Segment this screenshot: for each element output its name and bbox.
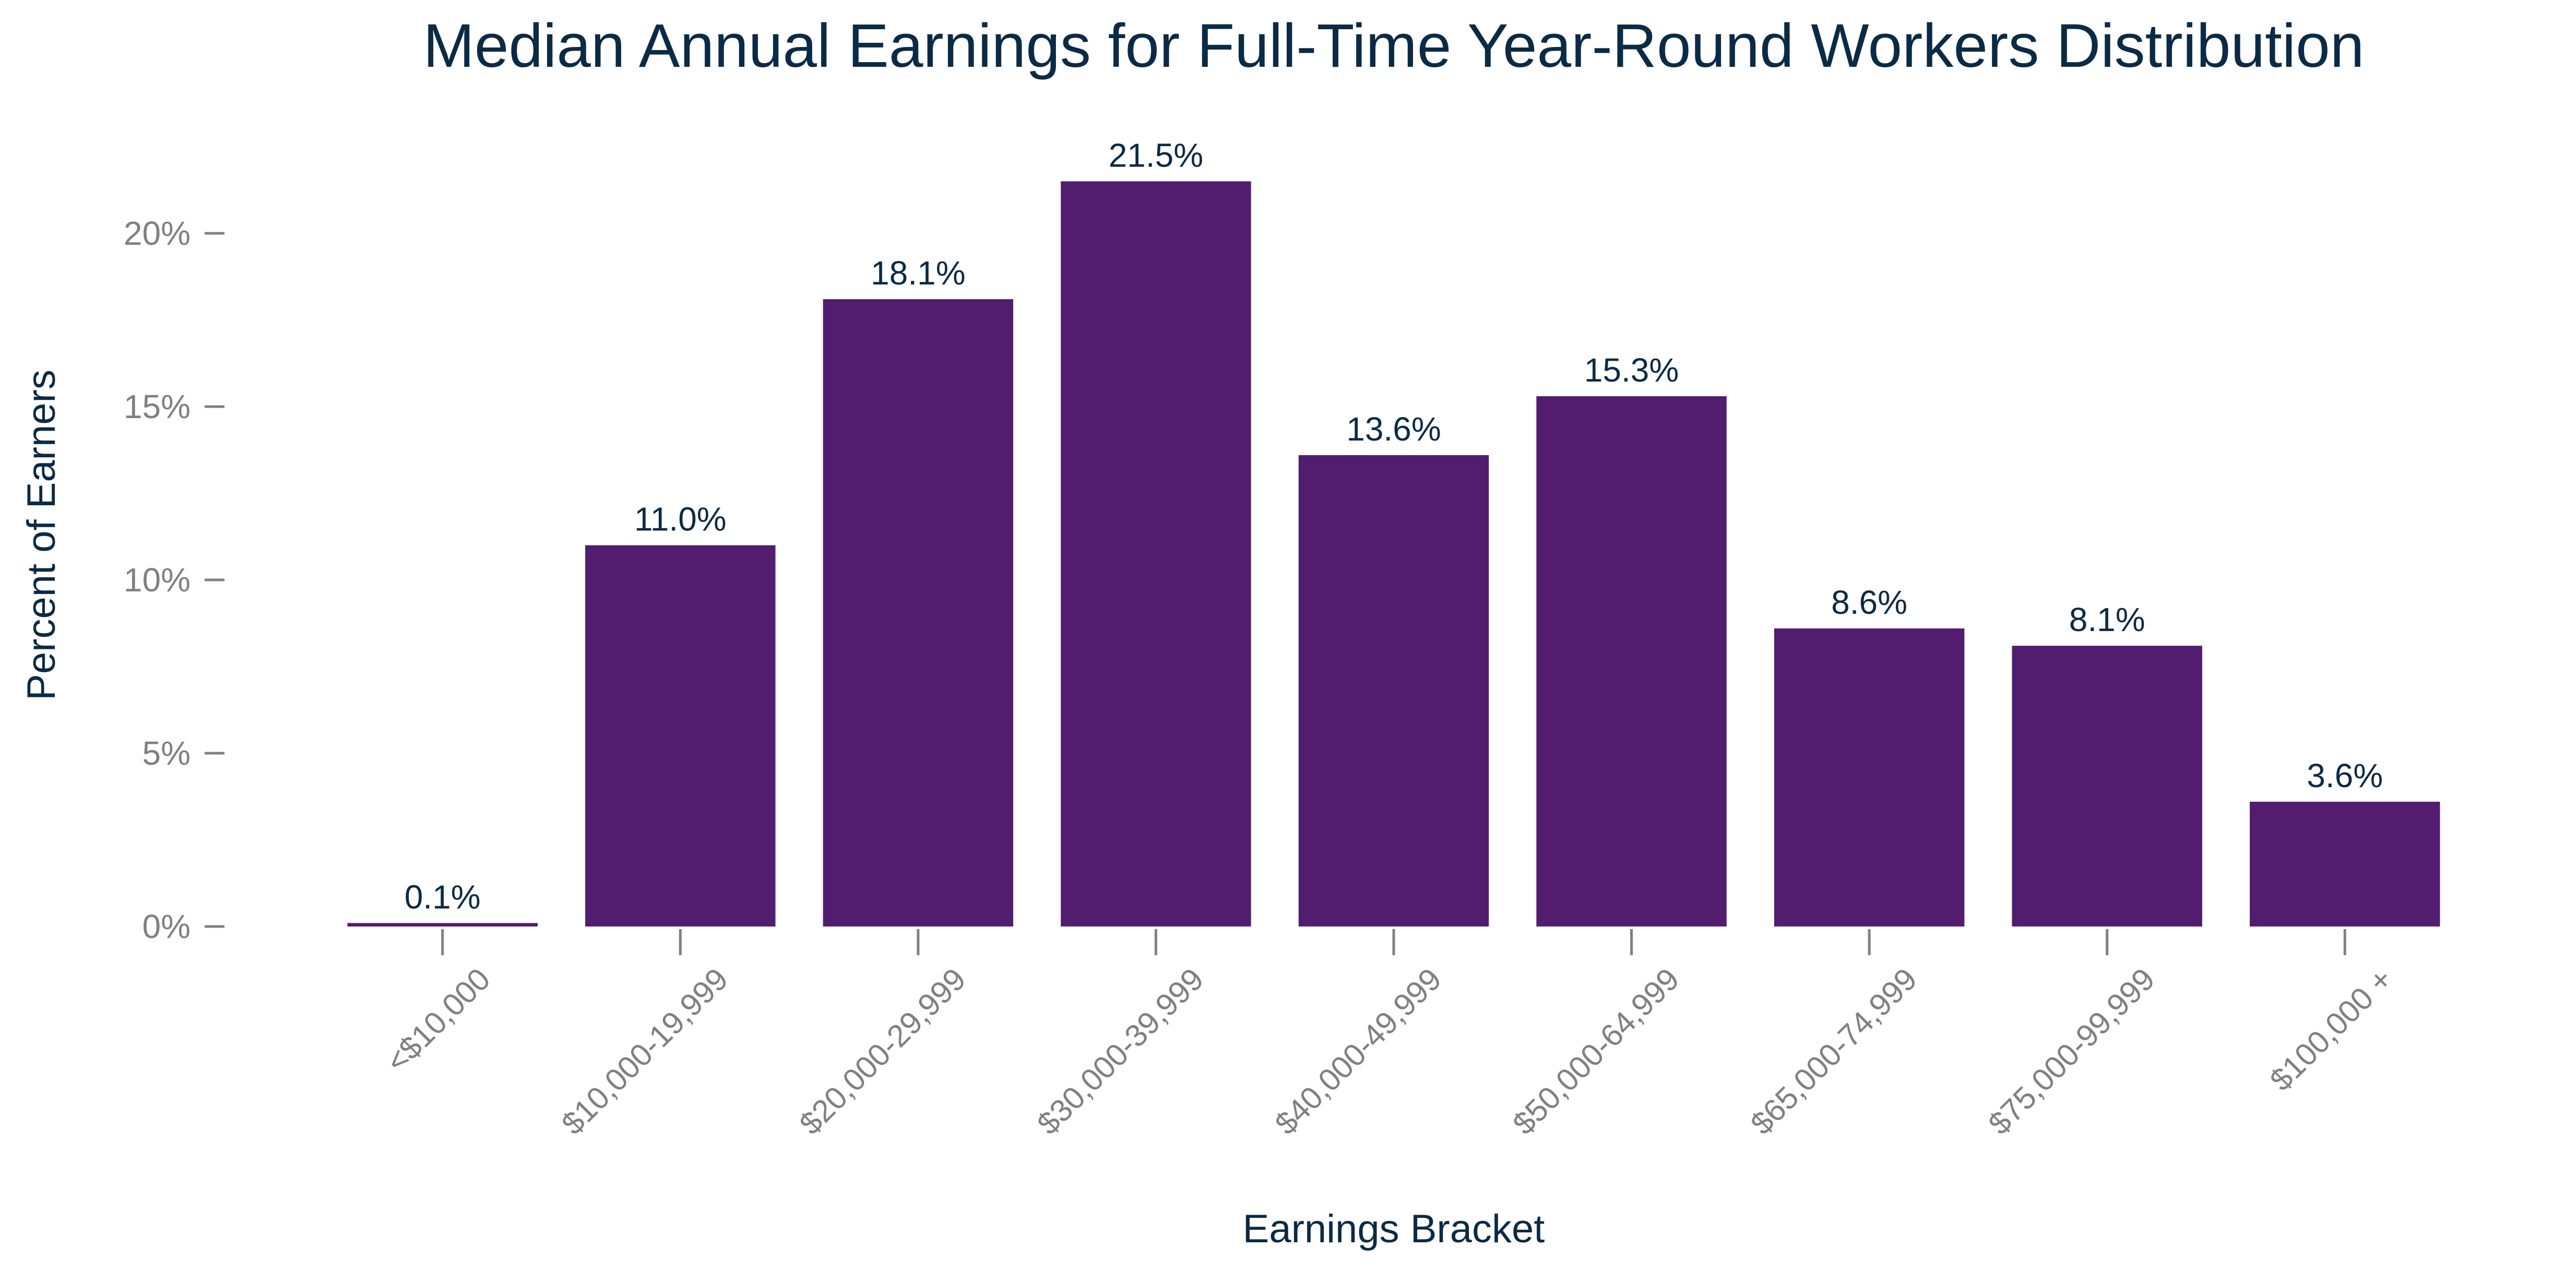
y-tick-label: 15% (124, 388, 191, 425)
data-labels-group: 0.1% 11.0% 18.1% 21.5% 13.6% 15.3% 8.6% 8.1% 3.6… (405, 136, 2383, 916)
x-tick-label: $65,000-74,999 (1744, 961, 1924, 1142)
bar (347, 923, 538, 926)
bar (1774, 628, 1965, 926)
bar (823, 299, 1014, 927)
x-tick-label: $75,000-99,999 (1981, 961, 2162, 1142)
bar (585, 545, 776, 926)
bar-value-label: 3.6% (2307, 757, 2383, 794)
bar-value-label: 13.6% (1346, 410, 1441, 448)
y-tick-label: 5% (143, 734, 191, 772)
bar-value-label: 11.0% (634, 501, 727, 538)
bars-group (347, 181, 2440, 927)
x-tick-label: $50,000-64,999 (1506, 961, 1686, 1142)
bar-value-label: 21.5% (1109, 136, 1203, 174)
y-axis-title: Percent of Earners (19, 370, 64, 700)
bar-value-label: 0.1% (405, 878, 481, 916)
y-axis: 0% 5% 10% 15% 20% (124, 215, 224, 945)
bar (2250, 801, 2440, 926)
x-tick-label: <$10,000 (379, 961, 497, 1079)
x-tick-label: $10,000-19,999 (555, 961, 735, 1142)
x-axis: <$10,000 $10,000-19,999 $20,000-29,999 $30,… (379, 929, 2399, 1141)
bar (1061, 181, 1251, 926)
x-tick-label: $100,000 + (2263, 961, 2400, 1098)
bar (2012, 646, 2202, 926)
y-tick-label: 10% (124, 561, 191, 599)
y-tick-label: 0% (143, 908, 191, 945)
bar-value-label: 15.3% (1584, 351, 1679, 389)
bar (1298, 455, 1489, 926)
bar (1536, 396, 1727, 926)
x-tick-label: $20,000-29,999 (792, 961, 972, 1142)
chart-title: Median Annual Earnings for Full-Time Yea… (423, 11, 2365, 80)
x-axis-title: Earnings Bracket (1243, 1207, 1545, 1251)
x-tick-label: $40,000-49,999 (1268, 961, 1449, 1142)
bar-value-label: 8.1% (2069, 601, 2145, 638)
bar-value-label: 8.6% (1831, 584, 1907, 621)
bar-value-label: 18.1% (871, 254, 965, 292)
y-tick-label: 20% (124, 215, 191, 252)
x-tick-label: $30,000-39,999 (1030, 961, 1210, 1142)
